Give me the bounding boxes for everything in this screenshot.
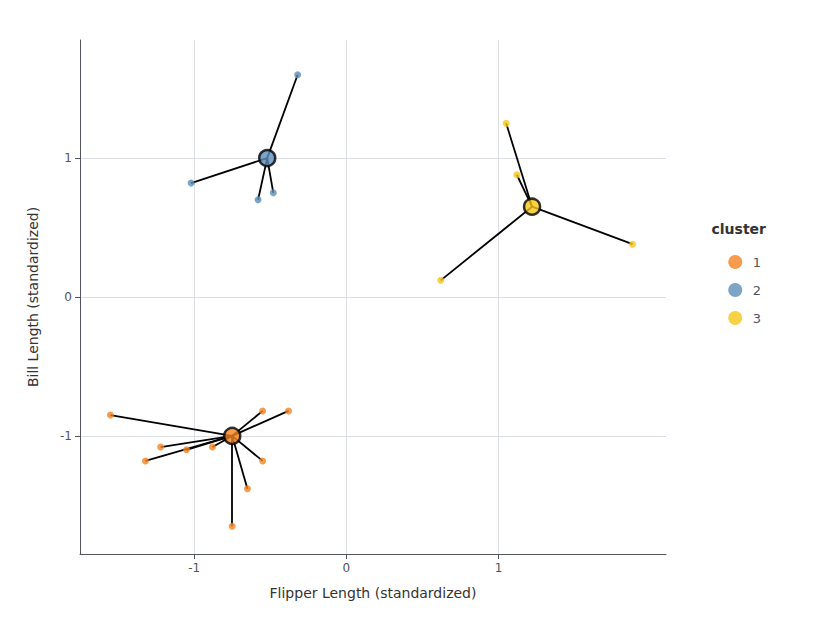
svg-text:0: 0	[64, 290, 72, 304]
svg-text:3: 3	[753, 311, 761, 326]
svg-text:Bill Length (standardized): Bill Length (standardized)	[25, 207, 41, 387]
svg-text:-1: -1	[60, 429, 72, 443]
svg-text:Flipper Length (standardized): Flipper Length (standardized)	[270, 585, 477, 601]
svg-text:1: 1	[495, 561, 503, 575]
svg-text:1: 1	[753, 255, 761, 270]
svg-text:1: 1	[64, 151, 72, 165]
svg-text:0: 0	[343, 561, 351, 575]
svg-text:cluster: cluster	[712, 221, 767, 237]
svg-text:2: 2	[753, 283, 761, 298]
svg-text:-1: -1	[188, 561, 200, 575]
